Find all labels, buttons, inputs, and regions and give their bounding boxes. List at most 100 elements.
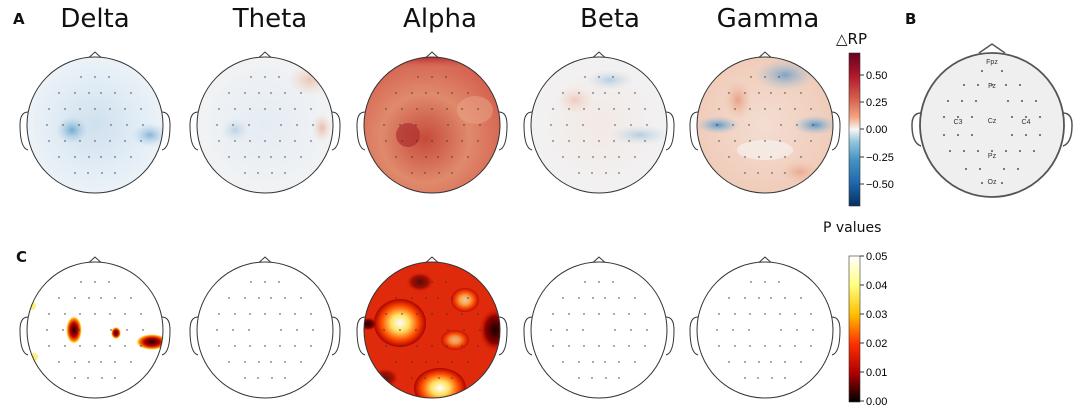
sensor-dot: [550, 329, 552, 331]
sensor-dot: [592, 297, 594, 299]
head-electrode-layout: Fpz Fz C3 Cz C4 Pz Oz: [911, 43, 1073, 198]
panel-a-label: A: [13, 10, 25, 28]
sensor-dot: [591, 377, 593, 379]
sensor-dot: [644, 108, 646, 110]
sensor-dot: [244, 297, 246, 299]
sensor-dot: [744, 92, 746, 94]
sensor-dot: [431, 313, 433, 315]
electrode-dot: [1039, 116, 1041, 118]
sensor-dot: [284, 92, 286, 94]
sensor-dot: [258, 361, 260, 363]
sensor-dot: [566, 329, 568, 331]
sensor-dot: [80, 281, 82, 283]
p-tick-label: 0.01: [866, 367, 887, 379]
sensor-dot: [58, 361, 60, 363]
sensor-dot: [130, 92, 132, 94]
sensor-dot: [628, 313, 630, 315]
sensor-dot: [716, 329, 718, 331]
sensor-dot: [280, 329, 282, 331]
sensor-dot: [383, 124, 385, 126]
rp-tick-label: 0.00: [866, 124, 887, 136]
sensor-dot: [628, 108, 630, 110]
sensor-dot: [810, 313, 812, 315]
sensor-dot: [779, 313, 781, 315]
head-delta-rp: [19, 51, 171, 194]
electrode-label: C4: [1022, 119, 1031, 126]
sensor-dot: [385, 313, 387, 315]
sensor-dot: [644, 345, 646, 347]
sensor-dot: [216, 124, 218, 126]
sensor-dot: [479, 124, 481, 126]
head-alpha-rp: [356, 51, 508, 194]
p-tick-label: 0.02: [866, 338, 887, 350]
sensor-dot: [431, 281, 433, 283]
sensor-dot: [758, 92, 760, 94]
sensor-dot: [244, 156, 246, 158]
electrode-dot: [1011, 116, 1013, 118]
sensor-dot: [796, 124, 798, 126]
sensor-dot: [758, 156, 760, 158]
sensor-dot: [628, 345, 630, 347]
sensor-dot: [62, 329, 64, 331]
sensor-dot: [794, 345, 796, 347]
sensor-dot: [477, 108, 479, 110]
sensor-dot: [270, 92, 272, 94]
sensor-dot: [399, 329, 401, 331]
sensor-dot: [732, 124, 734, 126]
sensor-dot: [562, 156, 564, 158]
sensor-dot: [114, 156, 116, 158]
electrode-dot: [1025, 134, 1027, 136]
sensor-dot: [583, 140, 585, 142]
sensor-dot: [87, 172, 89, 174]
sensor-dot: [646, 329, 648, 331]
sensor-dot: [634, 92, 636, 94]
sensor-dot: [562, 297, 564, 299]
sensor-dot: [64, 313, 66, 315]
sensor-dot: [78, 124, 80, 126]
sensor-dot: [446, 313, 448, 315]
sensor-dot: [270, 156, 272, 158]
sensor-dot: [578, 92, 580, 94]
sensor-dot: [446, 140, 448, 142]
electrode-dot: [1003, 168, 1005, 170]
sensor-dot: [618, 92, 620, 94]
sensor-dot: [728, 297, 730, 299]
sensor-dot: [734, 313, 736, 315]
sensor-dot: [758, 297, 760, 299]
sensor-dot: [757, 377, 759, 379]
sensor-dot: [734, 140, 736, 142]
sensor-dot: [438, 377, 440, 379]
sensor-dot: [58, 92, 60, 94]
sensor-dot: [424, 172, 426, 174]
head-theta-rp: [189, 51, 341, 194]
sensor-dot: [395, 92, 397, 94]
electrode-label: Oz: [988, 179, 997, 186]
sensor-dot: [100, 156, 102, 158]
sensor-dot: [604, 92, 606, 94]
sensor-dot: [109, 108, 111, 110]
electrode-dot: [979, 168, 981, 170]
rp-tick-label: 0.25: [866, 97, 887, 109]
sensor-dot: [94, 313, 96, 315]
sensor-dot: [748, 124, 750, 126]
sensor-dot: [411, 92, 413, 94]
sensor-dot: [749, 108, 751, 110]
sensor-dot: [431, 108, 433, 110]
sensor-dot: [757, 172, 759, 174]
sensor-dot: [395, 156, 397, 158]
sensor-dot: [411, 361, 413, 363]
sensor-dot: [399, 124, 401, 126]
sensor-dot: [598, 140, 600, 142]
sensor-dot: [467, 156, 469, 158]
sensor-dot: [451, 156, 453, 158]
sensor-dot: [312, 124, 314, 126]
sensor-dot: [411, 156, 413, 158]
sensor-dot: [812, 329, 814, 331]
sensor-dot: [784, 377, 786, 379]
sensor-dot: [270, 297, 272, 299]
p-tick-label: 0.03: [866, 309, 887, 321]
sensor-dot: [467, 361, 469, 363]
sensor-dots: [46, 70, 1041, 379]
sensor-dot: [463, 329, 465, 331]
sensor-dot: [401, 345, 403, 347]
